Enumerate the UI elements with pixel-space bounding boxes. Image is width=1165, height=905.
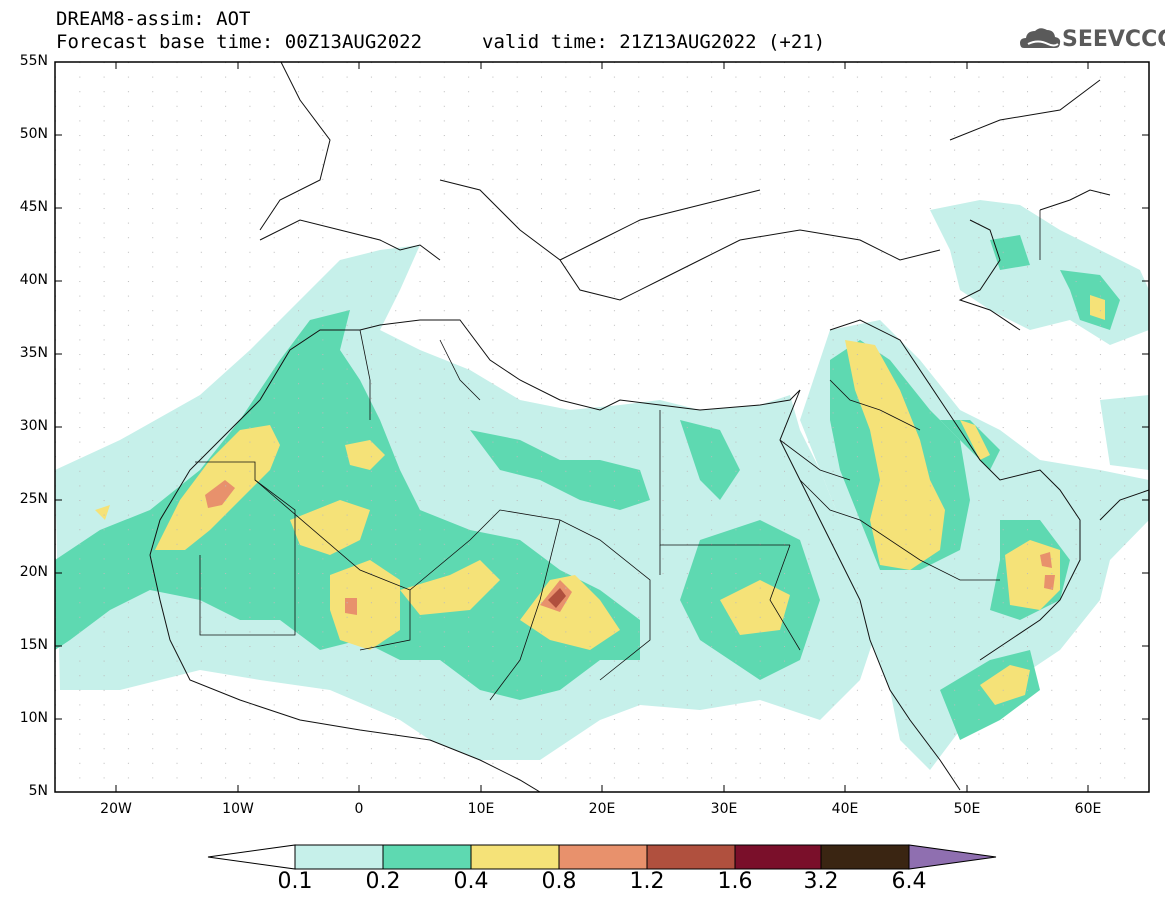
colorbar-cell-4 [558, 844, 648, 870]
cloud-logo-icon [1020, 28, 1061, 48]
lon-label: 20E [588, 801, 616, 817]
colorbar-cell-8 [908, 844, 997, 870]
lat-label: 25N [19, 491, 48, 507]
lat-label: 40N [19, 272, 48, 288]
colorbar-label: 0.8 [541, 869, 577, 894]
lon-label: 0 [354, 801, 364, 817]
lon-label: 40E [831, 801, 859, 817]
country-borders [195, 210, 1041, 701]
forecast-base-time: Forecast base time: 00Z13AUG2022 [56, 31, 423, 53]
lon-label: 60E [1074, 801, 1102, 817]
colorbar-cell-2 [382, 844, 472, 870]
map-title: DREAM8-assim: AOT [56, 8, 251, 30]
colorbar [207, 844, 997, 870]
axis-ticks [55, 61, 1149, 792]
colorbar-label: 0.4 [453, 869, 489, 894]
dotted-grid [55, 62, 1149, 792]
colorbar-cell-7 [820, 844, 910, 870]
lon-label: 10W [222, 801, 254, 817]
colorbar-cell-6 [734, 844, 822, 870]
colorbar-cell-1 [294, 844, 384, 870]
lat-label: 30N [19, 418, 48, 434]
colorbar-cell-0 [207, 844, 296, 870]
lat-label: 55N [19, 53, 48, 69]
colorbar-label: 1.2 [629, 869, 665, 894]
lon-label: 50E [953, 801, 981, 817]
colorbar-label: 0.2 [365, 869, 401, 894]
colorbar-cell-3 [470, 844, 560, 870]
lat-label: 45N [19, 199, 48, 215]
lat-label: 5N [28, 783, 48, 799]
lat-label: 20N [19, 564, 48, 580]
lat-label: 35N [19, 345, 48, 361]
lat-label: 50N [19, 126, 48, 142]
lat-label: 15N [19, 637, 48, 653]
colorbar-label: 3.2 [803, 869, 839, 894]
lon-label: 30E [710, 801, 738, 817]
valid-time: valid time: 21Z13AUG2022 (+21) [482, 31, 826, 53]
colorbar-label: 1.6 [717, 869, 753, 894]
colorbar-label: 6.4 [891, 869, 927, 894]
colorbar-cell-5 [646, 844, 736, 870]
lon-label: 10E [467, 801, 495, 817]
logo-text: SEEVCCC [1062, 27, 1165, 52]
lat-label: 10N [19, 710, 48, 726]
lon-label: 20W [100, 801, 132, 817]
coastlines [149, 62, 1149, 792]
colorbar-label: 0.1 [277, 869, 313, 894]
